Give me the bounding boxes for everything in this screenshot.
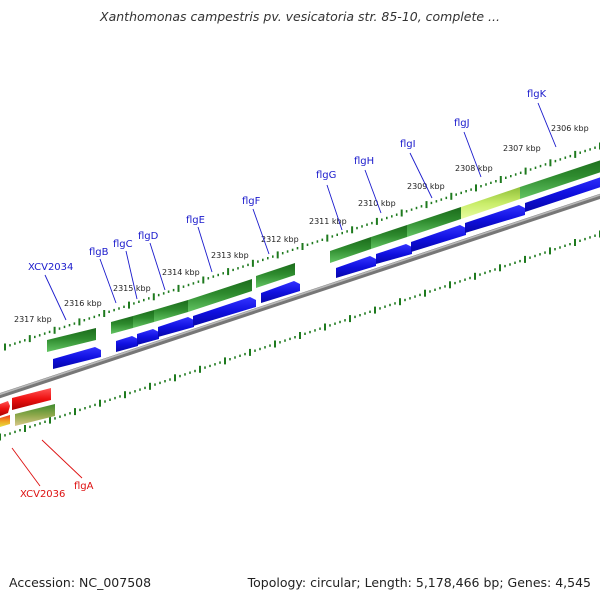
scale-label: 2309 kbp	[407, 182, 445, 191]
leader-line	[197, 226, 213, 273]
gene-label-flga[interactable]: flgA	[74, 481, 94, 492]
gene-flgb[interactable]	[111, 316, 133, 334]
scale-label: 2317 kbp	[14, 315, 52, 324]
backbone	[0, 193, 600, 399]
gene-label-flgi[interactable]: flgI	[400, 139, 416, 150]
gene-label-flgd[interactable]: flgD	[138, 231, 159, 242]
leader-line	[409, 152, 433, 199]
gene-flgh[interactable]	[371, 225, 407, 249]
gene-flgj[interactable]	[461, 187, 520, 219]
scale-labels: 2317 kbp 2316 kbp 2315 kbp 2314 kbp 2313…	[14, 124, 589, 324]
gene-label-flgk[interactable]: flgK	[527, 89, 547, 100]
leader-line	[252, 208, 270, 255]
leader-line	[364, 169, 382, 214]
gene-flga-cds[interactable]	[12, 388, 51, 410]
cds-flgk[interactable]	[525, 174, 600, 212]
backbone-line-dark	[0, 193, 600, 399]
scale-label: 2311 kbp	[309, 217, 347, 226]
cds-flgi[interactable]	[411, 225, 466, 252]
cds-flgf[interactable]	[261, 281, 300, 303]
cds-track	[53, 174, 600, 369]
cds-xcv2034[interactable]	[53, 347, 101, 369]
accession-label: Accession: NC_007508	[9, 575, 152, 590]
gene-label-xcv2034[interactable]: XCV2034	[28, 262, 73, 273]
genome-summary: Topology: circular; Length: 5,178,466 bp…	[247, 575, 591, 590]
scale-label: 2316 kbp	[64, 299, 102, 308]
forward-tick-track	[4, 142, 600, 351]
scale-label: 2306 kbp	[551, 124, 589, 133]
reverse-gene-track	[0, 388, 55, 427]
gene-label-xcv2036[interactable]: XCV2036	[20, 489, 65, 500]
gene-label-flgh[interactable]: flgH	[354, 156, 374, 167]
scale-label: 2310 kbp	[358, 199, 396, 208]
forward-gene-track	[47, 157, 600, 352]
gene-flgi[interactable]	[407, 207, 461, 237]
cds-flgd[interactable]	[158, 317, 194, 337]
gene-label-flgc[interactable]: flgC	[113, 239, 133, 250]
gene-label-flge[interactable]: flgE	[186, 215, 205, 226]
leader-line	[44, 274, 67, 321]
scale-label: 2313 kbp	[211, 251, 249, 260]
gene-flge[interactable]	[188, 279, 252, 312]
leader-line	[125, 250, 138, 300]
leader-line	[326, 184, 343, 231]
gene-label-flgb[interactable]: flgB	[89, 247, 109, 258]
gene-labels: XCV2034 flgB flgC flgD flgE flgF flgG fl…	[11, 89, 557, 500]
cds-flgg[interactable]	[336, 256, 376, 278]
gene-xcv2036-cds[interactable]	[0, 415, 10, 427]
leader-line	[537, 102, 557, 148]
gene-flga[interactable]	[15, 404, 55, 426]
leader-line	[99, 258, 117, 304]
inner-tick-marks	[0, 230, 600, 441]
leader-line	[149, 242, 166, 291]
gene-label-flgj[interactable]: flgJ	[454, 118, 470, 129]
scale-label: 2307 kbp	[503, 144, 541, 153]
gene-label-flgf[interactable]: flgF	[242, 196, 261, 207]
gene-xcv2034[interactable]	[47, 328, 96, 352]
cds-flgh[interactable]	[376, 244, 412, 264]
cds-flgb[interactable]	[116, 336, 138, 352]
gene-flgf[interactable]	[256, 263, 295, 288]
cds-flgj[interactable]	[465, 205, 525, 233]
gene-xcv2036[interactable]	[0, 401, 10, 416]
gene-flgd[interactable]	[154, 300, 188, 322]
gene-flgc[interactable]	[133, 310, 154, 328]
leader-line	[41, 439, 83, 479]
gene-label-flgg[interactable]: flgG	[316, 170, 336, 181]
map-title: Xanthomonas campestris pv. vesicatoria s…	[100, 9, 500, 24]
backbone-line-light	[0, 194, 600, 396]
leader-line	[11, 447, 41, 487]
forward-tick-marks	[4, 142, 600, 351]
gene-flgg[interactable]	[330, 237, 371, 263]
scale-label: 2312 kbp	[261, 235, 299, 244]
leader-line	[463, 131, 482, 178]
inner-tick-track	[0, 230, 600, 441]
scale-label: 2315 kbp	[113, 284, 151, 293]
cds-flgc[interactable]	[137, 329, 159, 345]
scale-label: 2314 kbp	[162, 268, 200, 277]
cds-flge[interactable]	[193, 297, 256, 326]
gene-flgk[interactable]	[520, 157, 600, 199]
scale-label: 2308 kbp	[455, 164, 493, 173]
